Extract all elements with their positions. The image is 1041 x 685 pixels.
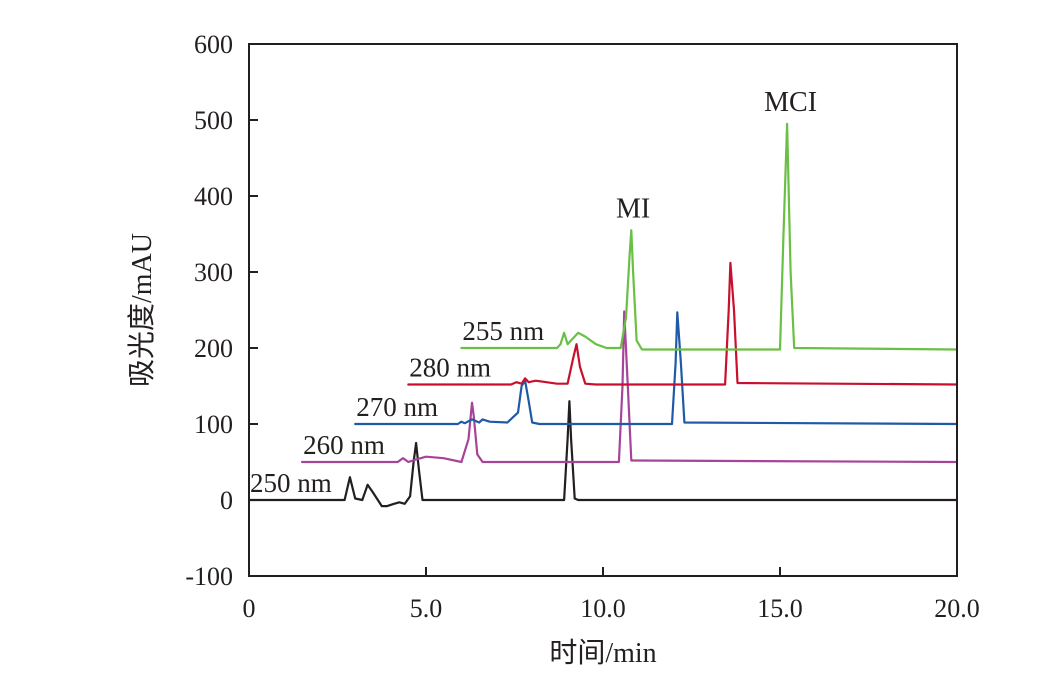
series-label: 270 nm xyxy=(356,392,438,422)
y-axis: 600 500 400 300 200 100 0 -100 xyxy=(185,30,258,591)
series-line-0 xyxy=(247,400,959,508)
y-tick-label: 500 xyxy=(194,106,233,135)
x-tick-label: 5.0 xyxy=(410,594,443,623)
x-tick-label: 10.0 xyxy=(580,594,626,623)
y-tick-label: 600 xyxy=(194,30,233,59)
series-label: 260 nm xyxy=(303,430,385,460)
series-line-1 xyxy=(301,310,959,464)
y-axis-title: 吸光度/mAU xyxy=(126,233,158,387)
y-tick-label: 200 xyxy=(194,334,233,363)
x-axis-title: 时间/min xyxy=(549,637,656,669)
series-label: 250 nm xyxy=(250,468,332,498)
series-label: 255 nm xyxy=(462,316,544,346)
trace-layer xyxy=(247,122,959,508)
peak-label: MCI xyxy=(764,87,817,118)
series-label: 280 nm xyxy=(409,352,491,382)
x-tick-label: 15.0 xyxy=(757,594,803,623)
x-tick-label: 20.0 xyxy=(934,594,980,623)
y-tick-label: 0 xyxy=(220,486,233,515)
peak-labels: MI MCI xyxy=(616,87,817,224)
series-line-3 xyxy=(407,261,959,386)
series-line-4 xyxy=(460,122,959,351)
y-tick-label: 400 xyxy=(194,182,233,211)
y-tick-label: 300 xyxy=(194,258,233,287)
peak-label: MI xyxy=(616,193,650,224)
x-tick-label: 0 xyxy=(243,594,256,623)
y-tick-label: 100 xyxy=(194,410,233,439)
series-line-2 xyxy=(354,311,959,426)
y-tick-label: -100 xyxy=(185,562,233,591)
series-labels: 250 nm 260 nm 270 nm 280 nm 255 nm xyxy=(250,316,544,498)
x-axis: 0 5.0 10.0 15.0 20.0 xyxy=(243,567,980,623)
